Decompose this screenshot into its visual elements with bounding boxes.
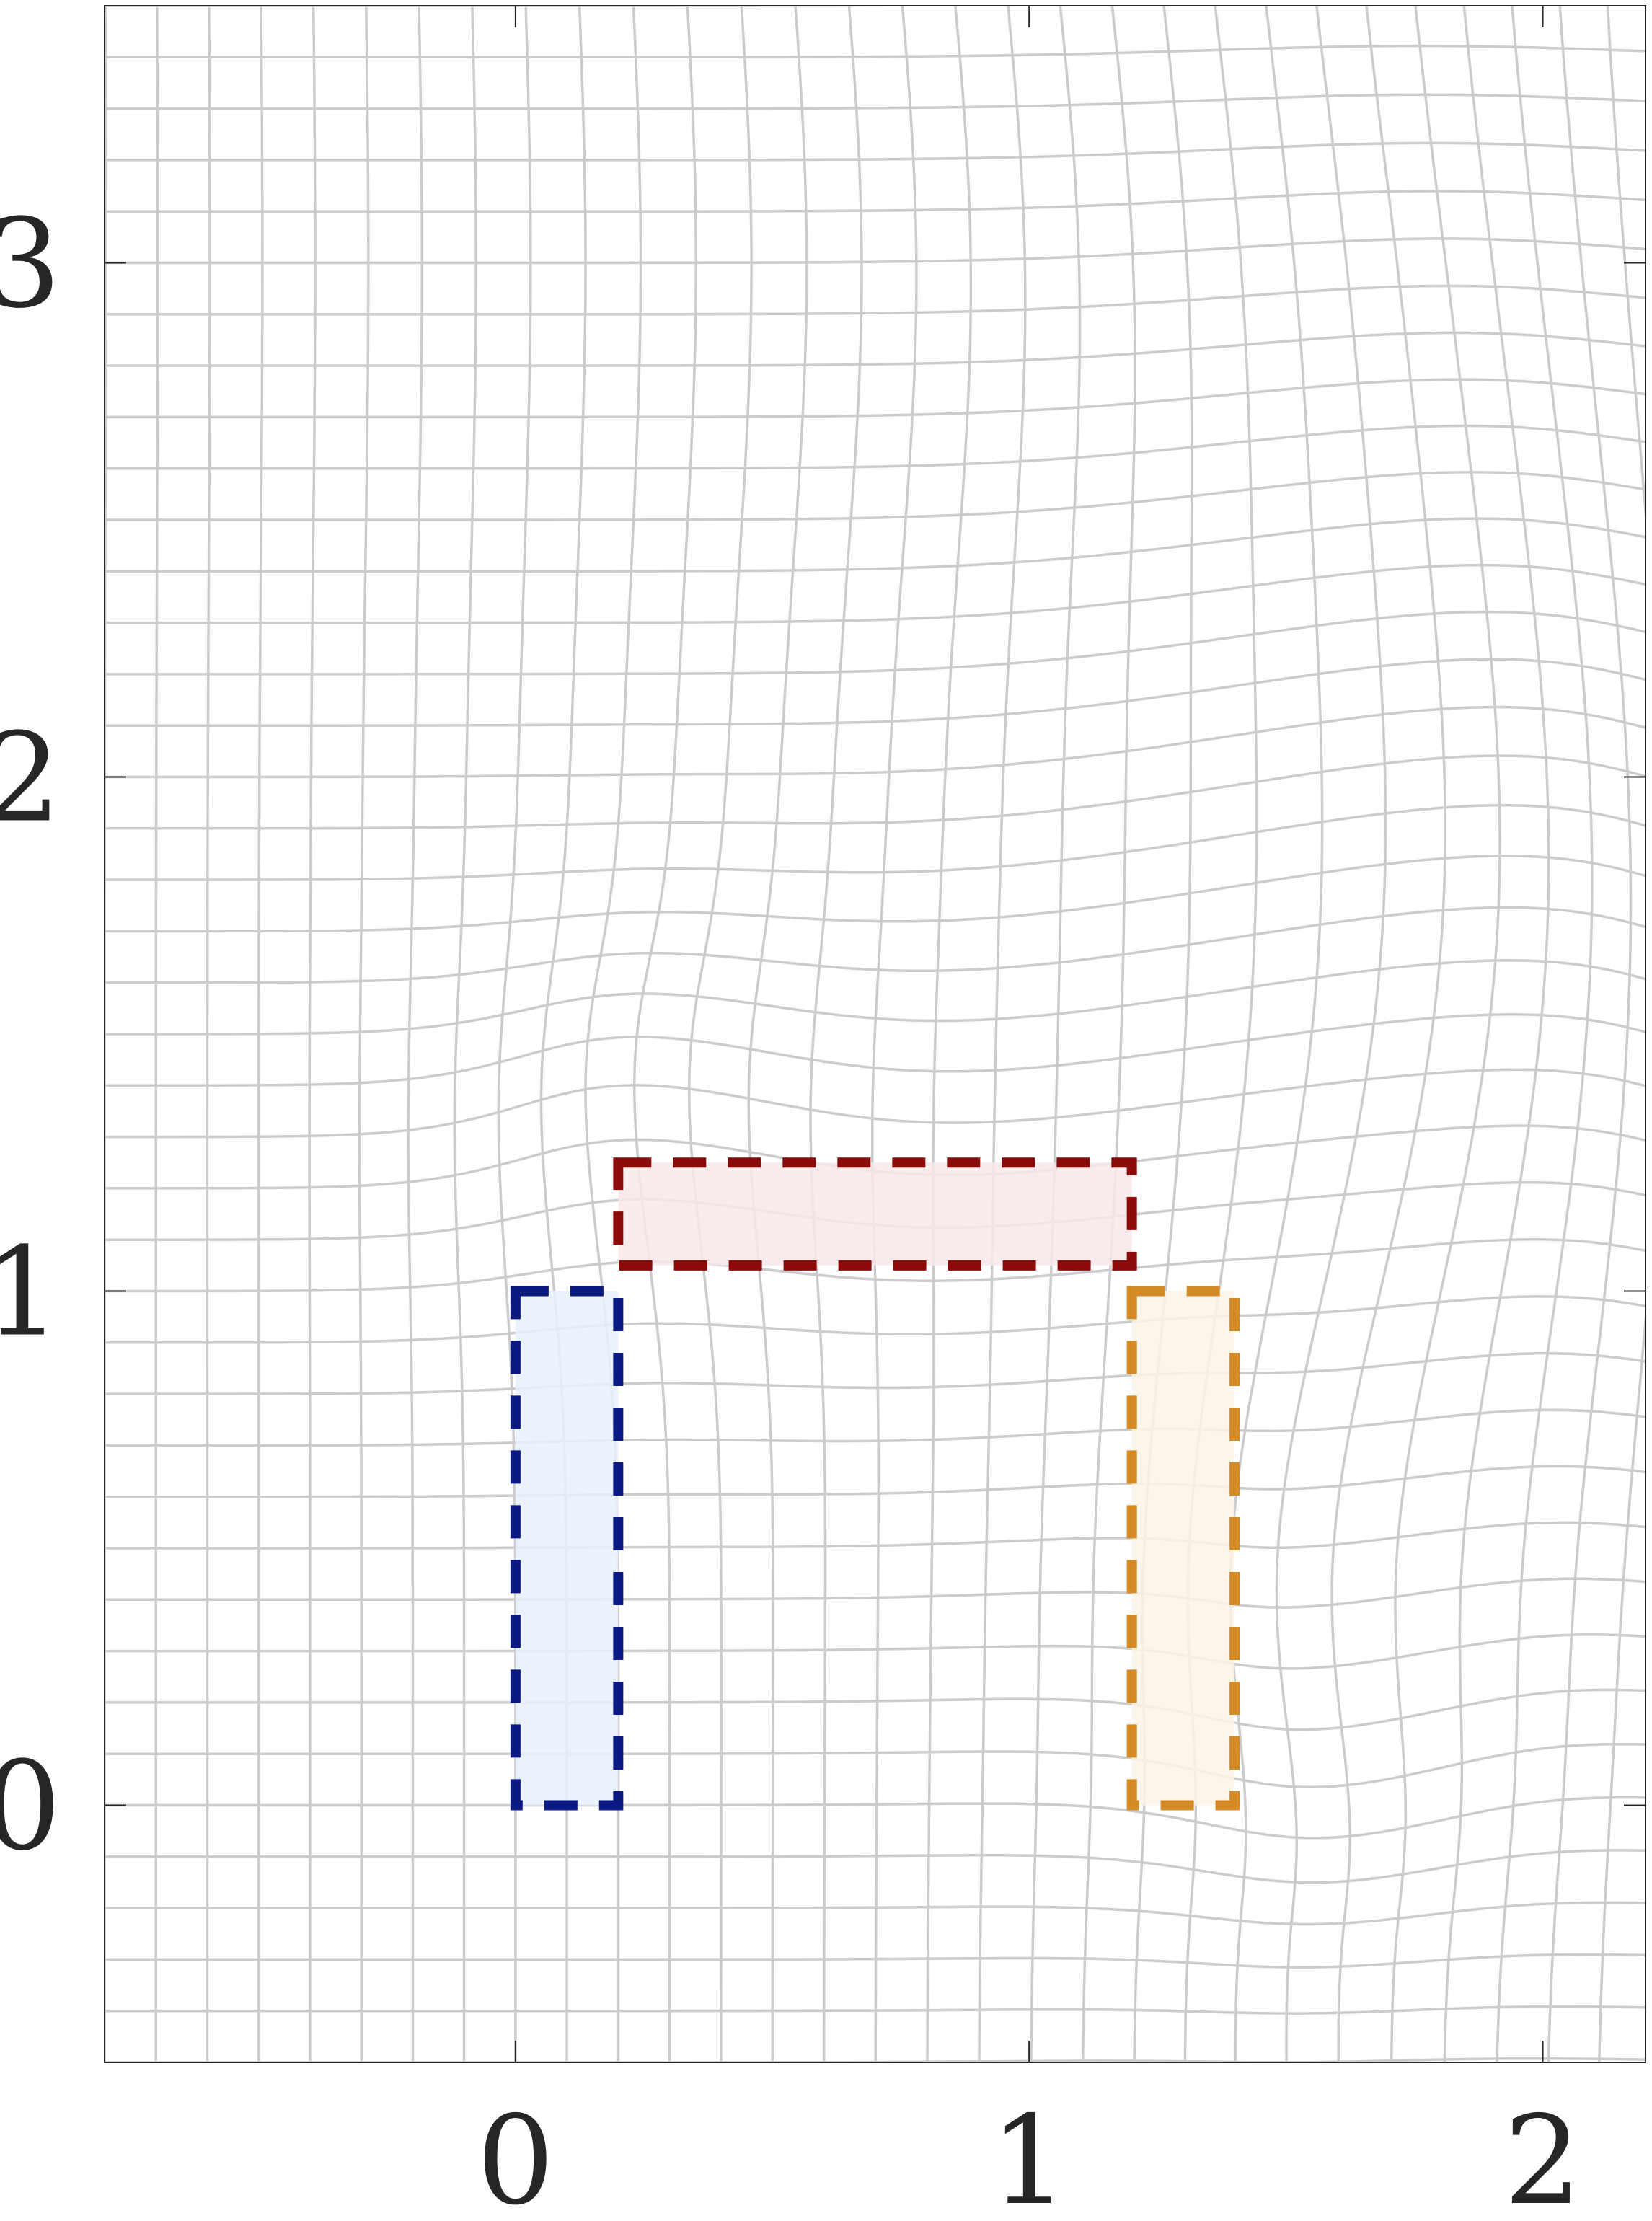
deformed-grid xyxy=(53,0,1652,2114)
red-rect xyxy=(618,1162,1131,1266)
grid-line xyxy=(54,94,1652,108)
grid-line xyxy=(53,1354,1652,1394)
grid-line xyxy=(873,0,916,2114)
grid-line xyxy=(1547,0,1631,2111)
grid-line xyxy=(454,0,476,2114)
grid-line xyxy=(53,1850,1652,1883)
grid-line xyxy=(1332,0,1445,2112)
grid-line xyxy=(54,426,1652,469)
grid-line xyxy=(54,286,1652,314)
y-tick-label: 0 xyxy=(0,1736,61,1878)
grid-line xyxy=(53,2007,1652,2014)
grid-line xyxy=(53,2111,1652,2114)
y-tick-label: 2 xyxy=(0,707,61,850)
grid-line xyxy=(309,0,315,2114)
grid-line xyxy=(1030,0,1079,2113)
grid-line xyxy=(53,856,1652,932)
grid-line xyxy=(53,1466,1652,1496)
grid-line xyxy=(53,908,1652,983)
grid-line xyxy=(1444,0,1549,2111)
grid-line xyxy=(53,961,1652,1034)
grid-line xyxy=(927,0,971,2114)
grid-line xyxy=(1648,0,1652,2111)
grid-line xyxy=(53,805,1652,880)
grid-line xyxy=(156,0,157,2114)
grid-line xyxy=(408,0,422,2114)
grid-line xyxy=(53,1578,1652,1607)
grid-line xyxy=(53,1902,1652,1924)
grid-line xyxy=(635,0,697,2114)
x-tick-label: 0 xyxy=(477,2090,555,2217)
grid-line xyxy=(53,756,1652,829)
grid-line xyxy=(53,1690,1652,1729)
grid-line xyxy=(53,1635,1652,1669)
grid-line xyxy=(53,659,1652,725)
orange-rect xyxy=(1132,1291,1234,1806)
grid-line xyxy=(53,1522,1652,1548)
grid-line xyxy=(53,1297,1652,1343)
grid-line xyxy=(54,143,1652,160)
y-tick-label: 1 xyxy=(0,1222,61,1364)
grid-line xyxy=(979,0,1025,2113)
grid-line xyxy=(54,239,1652,263)
grid-line xyxy=(53,518,1652,571)
grid-line xyxy=(54,333,1652,366)
y-tick-label: 3 xyxy=(0,193,61,336)
grid-line xyxy=(1496,0,1592,2111)
grid-line xyxy=(54,191,1652,211)
grid-line xyxy=(689,0,751,2114)
grid-line xyxy=(1277,0,1386,2113)
grid-line xyxy=(259,0,262,2114)
x-tick-label: 1 xyxy=(990,2090,1068,2217)
grid-line xyxy=(1391,0,1500,2111)
grid-line xyxy=(810,0,862,2114)
grid-line xyxy=(53,1955,1652,1968)
grid-line xyxy=(360,0,368,2114)
blue-rect xyxy=(516,1291,618,1806)
grid-line xyxy=(53,1069,1652,1136)
x-tick-label: 2 xyxy=(1503,2090,1581,2217)
grid-line xyxy=(207,0,210,2114)
grid-line xyxy=(54,0,1652,6)
grid-line xyxy=(53,1798,1652,1838)
grid-line xyxy=(53,1744,1652,1788)
grid-line xyxy=(53,707,1652,777)
